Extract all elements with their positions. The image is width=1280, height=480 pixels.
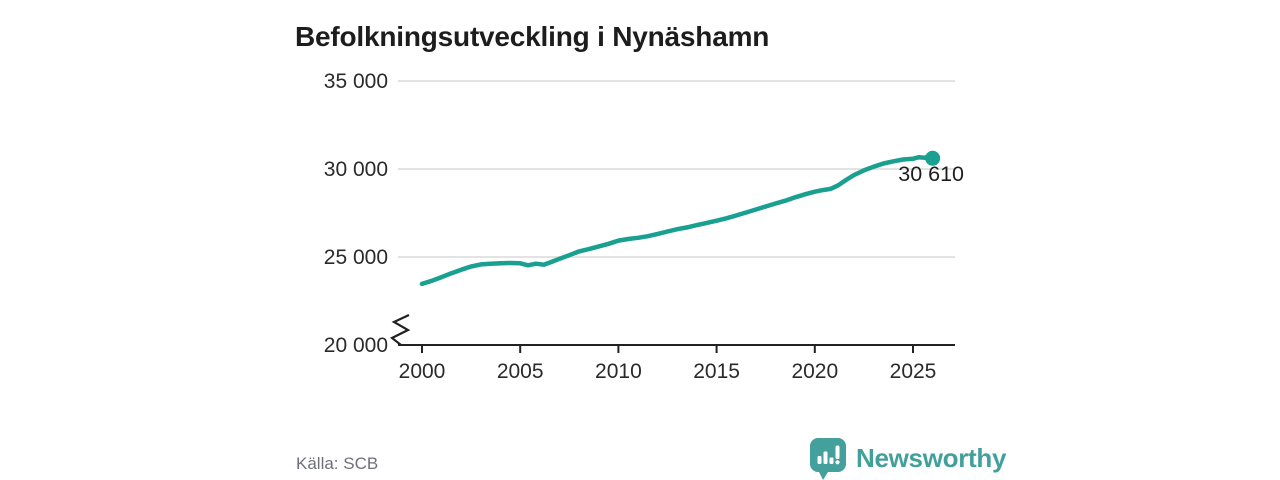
series-end-dot — [925, 150, 941, 166]
newsworthy-logo[interactable]: Newsworthy — [810, 438, 1006, 480]
y-tick-label: 25 000 — [324, 246, 388, 269]
x-tick-label: 2020 — [791, 360, 838, 383]
x-tick-label: 2005 — [497, 360, 544, 383]
x-tick-label: 2025 — [890, 360, 937, 383]
x-tick-label: 2015 — [693, 360, 740, 383]
x-tick-label: 2010 — [595, 360, 642, 383]
x-tick-label: 2000 — [399, 360, 446, 383]
y-tick-label: 35 000 — [324, 70, 388, 93]
chart-title: Befolkningsutveckling i Nynäshamn — [295, 20, 770, 52]
series-end-value-label: 30 610 — [898, 162, 964, 186]
y-axis-break-icon — [389, 314, 411, 346]
newsworthy-logo-icon — [810, 438, 846, 480]
newsworthy-wordmark: Newsworthy — [856, 443, 1007, 473]
source-label: Källa: SCB — [296, 454, 379, 473]
population-series-line — [419, 154, 935, 287]
y-tick-label: 20 000 — [324, 334, 388, 357]
y-tick-label: 30 000 — [324, 158, 388, 181]
